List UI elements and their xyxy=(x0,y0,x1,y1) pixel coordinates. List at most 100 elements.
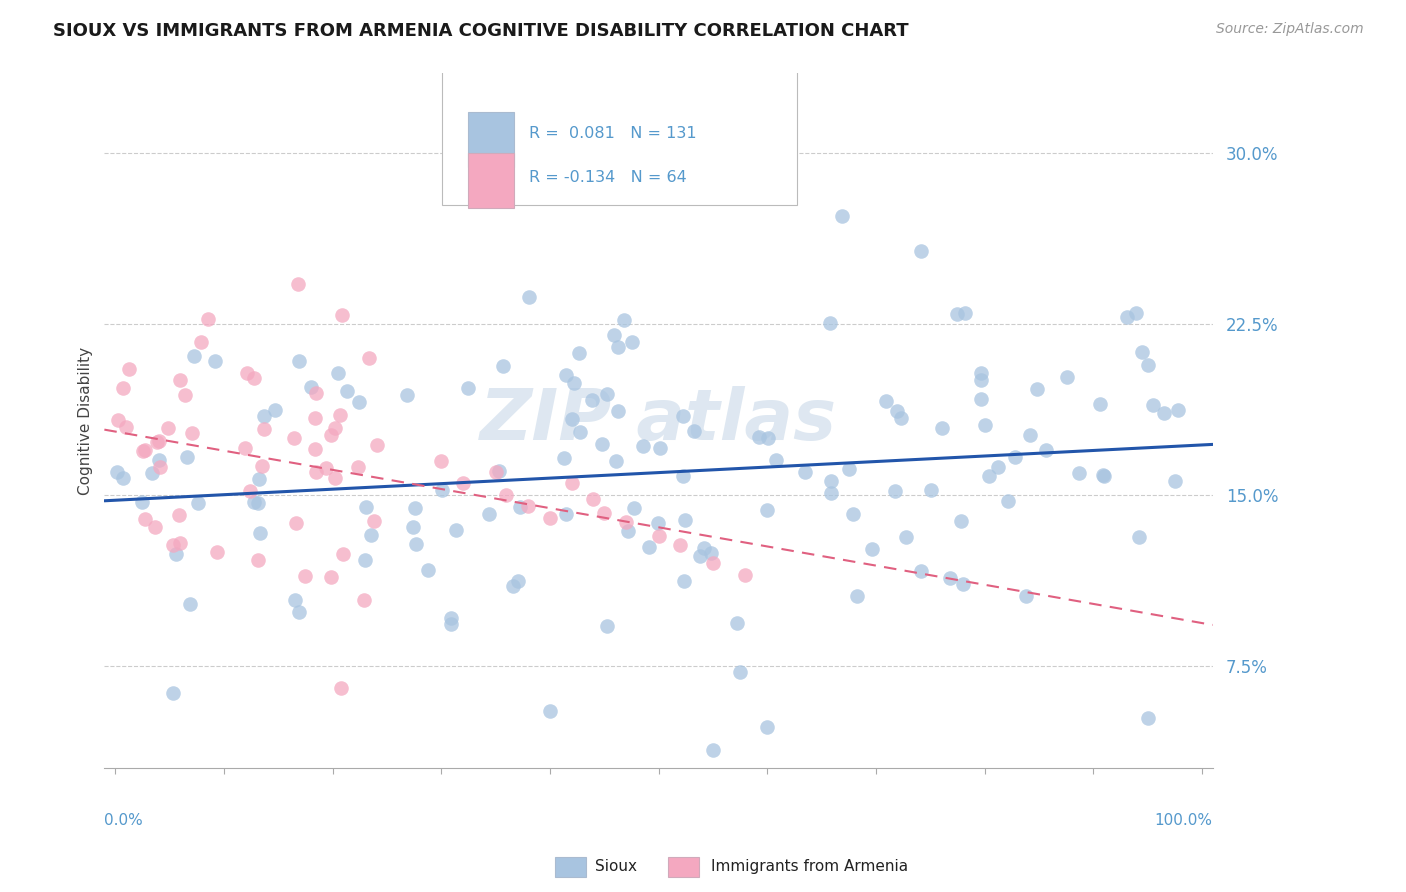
Point xyxy=(555,368,578,382)
Point xyxy=(756,720,779,734)
Point xyxy=(838,462,860,476)
Point xyxy=(319,569,342,583)
Point xyxy=(970,372,993,386)
Point xyxy=(553,450,575,465)
Point xyxy=(149,459,172,474)
Point xyxy=(354,553,377,567)
Point xyxy=(617,524,640,538)
Point xyxy=(326,366,349,380)
Point xyxy=(353,592,375,607)
Point xyxy=(405,537,427,551)
Text: SIOUX VS IMMIGRANTS FROM ARMENIA COGNITIVE DISABILITY CORRELATION CHART: SIOUX VS IMMIGRANTS FROM ARMENIA COGNITI… xyxy=(53,22,910,40)
Point xyxy=(1136,358,1159,372)
Point xyxy=(319,428,342,442)
Point xyxy=(728,665,751,679)
Point xyxy=(132,443,155,458)
Point xyxy=(336,384,359,399)
Point xyxy=(246,553,269,567)
Point xyxy=(591,437,613,451)
Point xyxy=(765,453,787,467)
Point xyxy=(446,523,468,537)
Point xyxy=(952,577,974,591)
Point xyxy=(970,392,993,406)
Point xyxy=(440,611,463,625)
Point xyxy=(946,307,969,321)
Point xyxy=(173,388,195,402)
Point xyxy=(1116,310,1139,324)
Point xyxy=(734,567,756,582)
Point xyxy=(162,538,184,552)
Point xyxy=(418,563,440,577)
Point xyxy=(883,484,905,499)
Point xyxy=(488,464,510,478)
Point xyxy=(561,412,583,426)
Point xyxy=(910,244,932,258)
Point xyxy=(148,434,170,449)
Point xyxy=(169,536,191,550)
Point xyxy=(886,404,908,418)
Point xyxy=(939,571,962,585)
Point xyxy=(997,494,1019,508)
Text: R = -0.134   N = 64: R = -0.134 N = 64 xyxy=(529,170,686,186)
Point xyxy=(143,519,166,533)
Point xyxy=(860,541,883,556)
Point xyxy=(395,388,418,402)
Point xyxy=(748,430,770,444)
Point xyxy=(517,290,540,304)
Point xyxy=(1142,398,1164,412)
Text: Sioux: Sioux xyxy=(595,859,637,873)
Point xyxy=(243,371,266,385)
Point xyxy=(134,512,156,526)
Point xyxy=(111,381,134,395)
FancyBboxPatch shape xyxy=(468,112,515,167)
Point xyxy=(187,496,209,510)
Point xyxy=(1125,306,1147,320)
Point xyxy=(247,472,270,486)
Point xyxy=(538,510,561,524)
Point xyxy=(1035,442,1057,457)
Point xyxy=(430,453,453,467)
Point xyxy=(582,492,605,507)
Point xyxy=(305,465,328,479)
Point xyxy=(148,453,170,467)
Point xyxy=(1167,403,1189,417)
Point xyxy=(756,503,779,517)
Point xyxy=(165,547,187,561)
Text: ZIP atlas: ZIP atlas xyxy=(479,386,837,455)
Point xyxy=(304,411,326,425)
Point xyxy=(562,376,585,391)
Y-axis label: Cognitive Disability: Cognitive Disability xyxy=(79,347,93,495)
Point xyxy=(614,515,637,529)
Point xyxy=(1130,345,1153,359)
Point xyxy=(875,393,897,408)
Point xyxy=(197,312,219,326)
Point xyxy=(727,615,749,630)
Point xyxy=(502,579,524,593)
Point xyxy=(243,494,266,508)
Point xyxy=(1092,467,1115,482)
Point xyxy=(509,500,531,514)
Text: 100.0%: 100.0% xyxy=(1154,814,1213,829)
Point xyxy=(287,277,309,292)
Point xyxy=(1088,397,1111,411)
Point xyxy=(440,617,463,632)
Point xyxy=(647,516,669,531)
Point xyxy=(115,420,138,434)
Point xyxy=(607,340,630,354)
Text: Immigrants from Armenia: Immigrants from Armenia xyxy=(711,859,908,873)
Point xyxy=(330,681,353,695)
Point xyxy=(477,508,499,522)
Point xyxy=(284,593,307,607)
Point xyxy=(157,421,180,435)
FancyBboxPatch shape xyxy=(443,70,797,205)
Point xyxy=(612,313,634,327)
Point xyxy=(702,556,724,570)
Point xyxy=(239,484,262,499)
Point xyxy=(253,422,276,436)
Point xyxy=(1015,589,1038,603)
Point xyxy=(561,476,583,491)
Point xyxy=(890,411,912,425)
Point xyxy=(366,438,388,452)
Point xyxy=(896,530,918,544)
Point xyxy=(605,454,627,468)
